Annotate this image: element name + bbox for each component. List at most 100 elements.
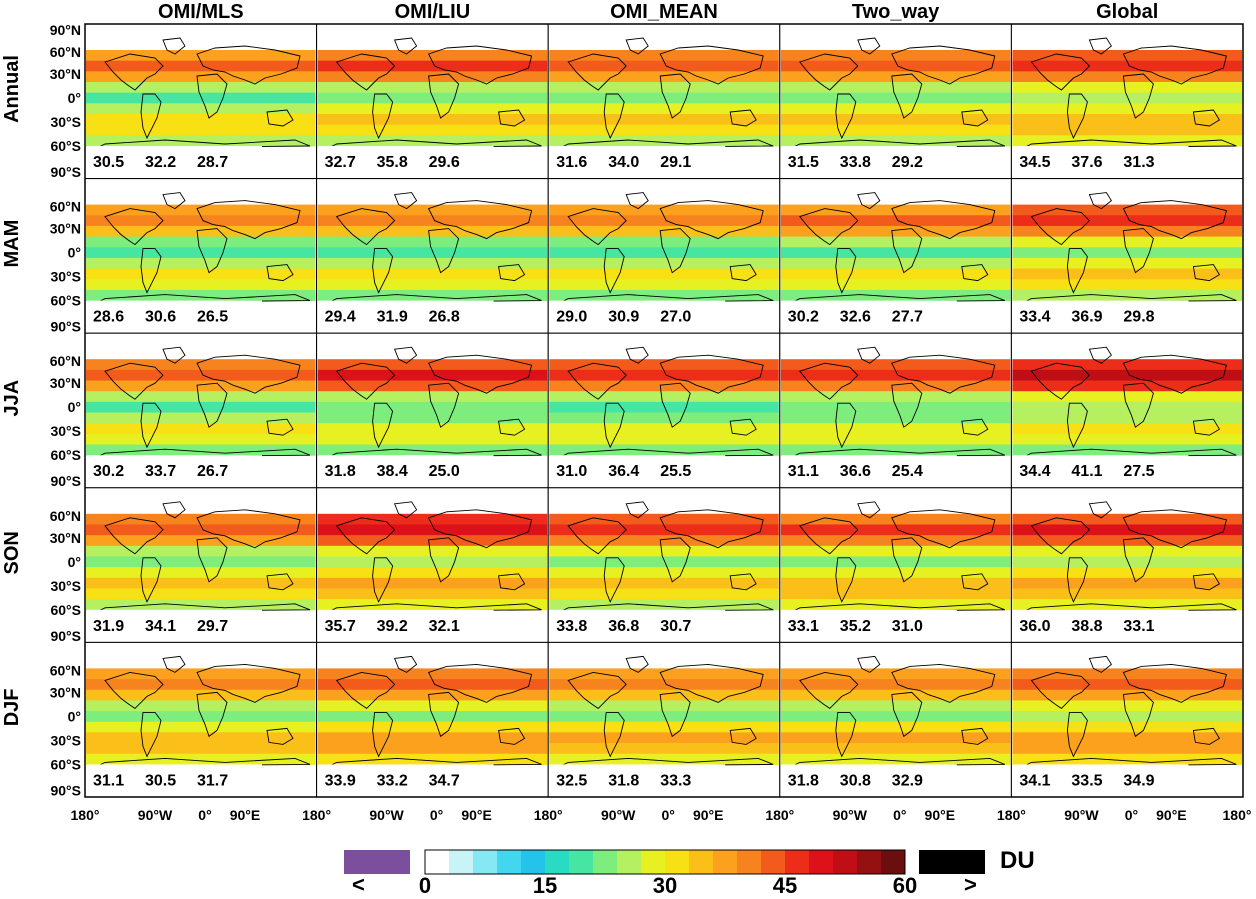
ozone-band [549,257,779,270]
longitude-tick: 90°W [138,807,173,823]
coastline [1122,537,1154,583]
coastline [1122,509,1227,549]
colorbar-under-label: < [352,872,365,897]
ozone-band [780,225,1011,238]
latitude-tick: 30°N [50,684,81,700]
ozone-band [86,369,316,382]
ozone-band [780,359,1011,371]
stats-box [781,146,957,176]
ozone-band [86,204,316,216]
row-title: JJA [1,380,23,417]
coastline [196,509,301,549]
ozone-band [317,124,548,136]
ozone-band [317,82,548,94]
stat-value: 31.9 [377,309,408,326]
colorbar-tick: 15 [533,873,557,898]
longitude-tick: 0° [1125,807,1138,823]
coastline [729,109,757,127]
ozone-band [317,225,548,238]
ozone-band [780,599,1011,611]
ozone-band [86,135,316,147]
ozone-band [549,556,779,568]
ozone-band [86,268,316,280]
coastline [266,727,294,745]
ozone-band [780,401,1011,414]
coastline [891,691,923,738]
ozone-band [86,359,316,371]
colorbar-over-label: > [964,872,977,897]
ozone-band [86,60,316,72]
stat-value: 27.0 [660,309,691,326]
latitude-tick: 90°S [50,319,81,335]
ozone-band [549,268,779,280]
ozone-band [86,401,316,414]
colorbar-swatch [473,850,498,874]
ozone-band [1012,268,1242,280]
ozone-band [780,732,1011,744]
ozone-band [549,423,779,435]
stat-value: 34.0 [608,154,639,171]
ozone-band [549,225,779,238]
coastline [891,382,923,428]
coastline [1192,109,1221,127]
map-panel: 28.6 30.6 26.5 60°N 30°N 0° 30°S 60°S 90°S [50,178,318,335]
ozone-band [549,721,779,733]
ozone-band [780,215,1011,227]
ozone-band [549,753,779,765]
stat-value: 27.7 [892,309,923,326]
stat-value: 30.2 [788,309,819,326]
coastline [196,354,301,394]
ozone-band [1012,204,1242,216]
coastline [372,248,394,294]
coastline [104,671,164,709]
coastline [104,53,164,91]
ozone-band [780,513,1011,525]
stat-value: 31.6 [556,154,587,171]
ozone-band [780,369,1011,382]
column-title: OMI/LIU [395,1,471,23]
coastline [196,200,301,240]
map-panel: 33.9 33.2 34.7 [316,641,549,798]
map-panel: 30.2 32.6 27.7 [779,178,1012,334]
ozone-band [780,535,1011,547]
ozone-band [86,679,316,691]
latitude-tick: 90°S [50,473,81,489]
coastline [961,264,989,282]
coastline [659,200,764,240]
ozone-band [1012,359,1242,371]
stat-value: 31.8 [608,772,639,789]
coastline [891,509,996,549]
latitude-tick: 30°S [50,423,81,439]
stats-box [1013,764,1189,795]
latitude-tick: 30°S [50,578,81,594]
latitude-tick: 60°S [50,293,81,309]
coastline [603,402,625,449]
stat-value: 30.8 [840,772,871,789]
column-title: Global [1096,1,1158,23]
ozone-band [317,668,548,680]
stat-value: 28.6 [93,309,124,326]
coastline [427,354,533,394]
ozone-band [549,82,779,94]
ozone-band [780,257,1011,270]
latitude-tick: 60°N [50,44,81,60]
ozone-band [317,114,548,126]
ozone-band [86,103,316,115]
ozone-band [317,711,548,723]
coastline [659,537,691,583]
ozone-band [780,423,1011,435]
stat-value: 29.2 [892,154,923,171]
stats-box [781,609,957,640]
coastline [1030,208,1091,246]
stats-box [550,609,726,640]
coastline [659,691,691,738]
ozone-band [780,71,1011,83]
coastline [835,93,857,140]
latitude-tick: 0° [68,245,81,261]
ozone-band [1012,679,1242,691]
stats-box [318,300,494,331]
coastline [659,45,764,85]
coastline [335,517,396,555]
coastline [567,53,627,91]
ozone-band [317,689,548,701]
